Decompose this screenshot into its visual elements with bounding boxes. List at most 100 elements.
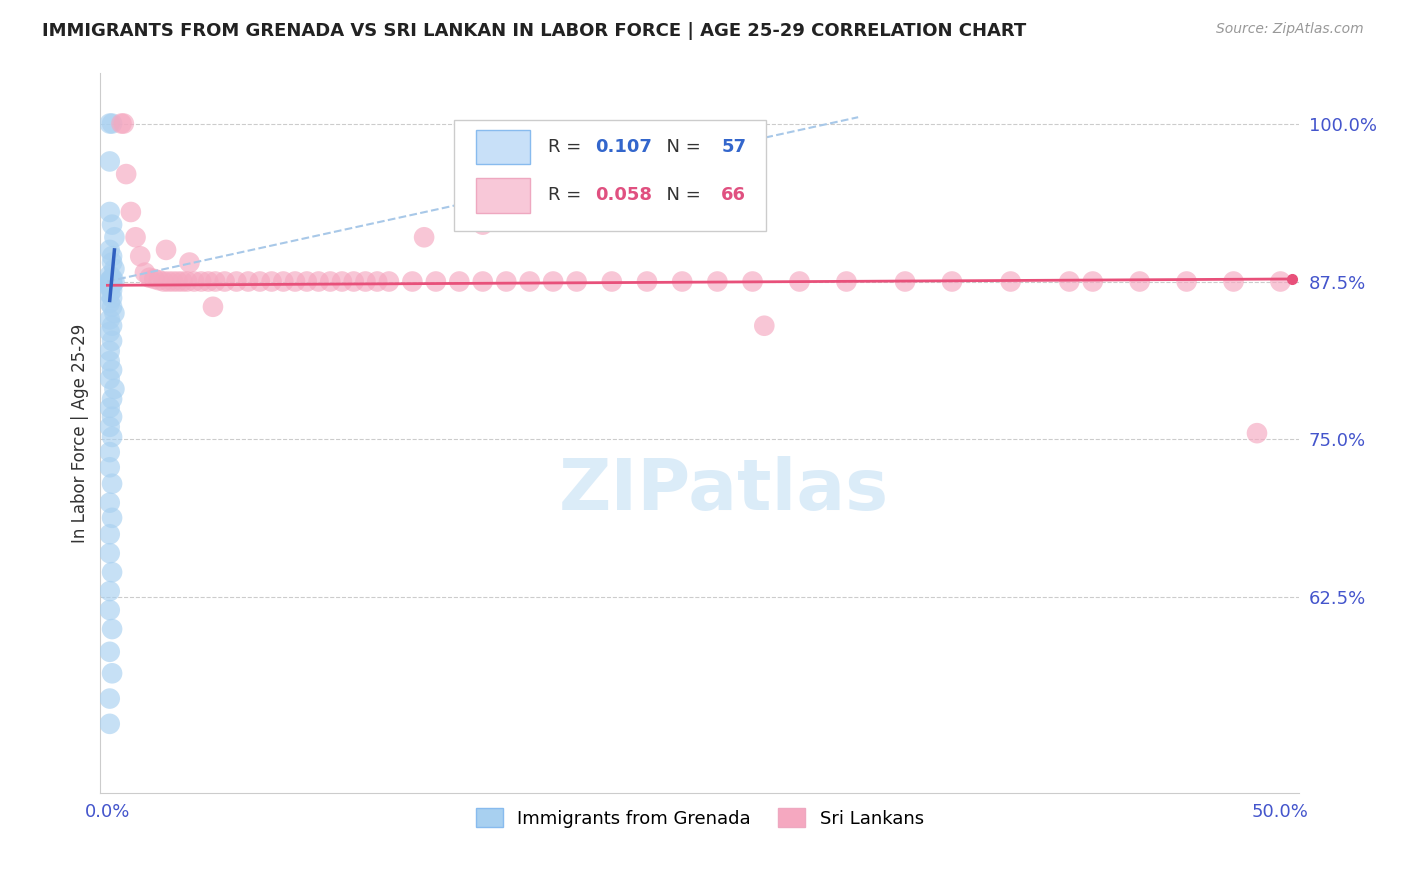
Point — [183, 275, 205, 289]
Point — [101, 476, 124, 491]
Point — [541, 275, 564, 289]
Point — [172, 275, 194, 289]
Point — [129, 249, 152, 263]
Point — [155, 243, 177, 257]
Text: 66: 66 — [721, 186, 747, 204]
Point — [98, 460, 121, 475]
Point — [98, 312, 121, 326]
Point — [1246, 426, 1268, 441]
Point — [101, 334, 124, 348]
Point — [101, 275, 124, 289]
Point — [1175, 275, 1198, 289]
Point — [214, 275, 236, 289]
Point — [101, 300, 124, 314]
Legend: Immigrants from Grenada, Sri Lankans: Immigrants from Grenada, Sri Lankans — [468, 801, 931, 835]
Point — [98, 546, 121, 560]
Point — [162, 275, 184, 289]
Point — [378, 275, 401, 289]
Point — [179, 255, 201, 269]
Point — [157, 275, 180, 289]
Point — [98, 154, 121, 169]
Text: N =: N = — [655, 138, 707, 156]
Point — [308, 275, 330, 289]
Point — [110, 116, 132, 130]
Point — [519, 275, 541, 289]
Text: N =: N = — [655, 186, 707, 204]
Point — [98, 268, 121, 283]
Point — [98, 277, 121, 291]
Point — [98, 401, 121, 415]
Text: R =: R = — [547, 186, 586, 204]
Point — [425, 275, 447, 289]
Point — [1059, 275, 1081, 289]
Point — [101, 565, 124, 579]
Point — [1081, 275, 1104, 289]
Point — [101, 409, 124, 424]
Point — [143, 272, 166, 286]
Point — [103, 382, 125, 396]
Point — [98, 716, 121, 731]
Point — [176, 275, 198, 289]
Point — [101, 249, 124, 263]
Text: ZIPatlas: ZIPatlas — [558, 457, 889, 525]
Point — [471, 218, 494, 232]
Point — [120, 205, 142, 219]
Point — [741, 275, 763, 289]
Point — [166, 275, 188, 289]
Point — [98, 275, 121, 289]
Point — [225, 275, 247, 289]
Point — [101, 218, 124, 232]
Point — [98, 527, 121, 541]
Point — [98, 281, 121, 295]
Point — [112, 116, 135, 130]
Point — [101, 511, 124, 525]
Point — [101, 276, 124, 290]
Point — [671, 275, 693, 289]
Point — [98, 584, 121, 599]
Point — [138, 270, 160, 285]
Point — [1222, 275, 1244, 289]
FancyBboxPatch shape — [475, 130, 530, 164]
Point — [366, 275, 388, 289]
FancyBboxPatch shape — [454, 120, 766, 231]
Point — [789, 275, 811, 289]
Text: 57: 57 — [721, 138, 747, 156]
Point — [1129, 275, 1152, 289]
Text: 0.107: 0.107 — [596, 138, 652, 156]
Point — [354, 275, 377, 289]
Point — [98, 645, 121, 659]
Point — [941, 275, 963, 289]
Point — [103, 230, 125, 244]
Point — [98, 603, 121, 617]
Point — [330, 275, 353, 289]
Point — [103, 261, 125, 276]
Text: 0.058: 0.058 — [596, 186, 652, 204]
Point — [98, 325, 121, 339]
Point — [98, 496, 121, 510]
FancyBboxPatch shape — [475, 178, 530, 212]
Point — [124, 230, 146, 244]
Point — [1270, 275, 1292, 289]
Point — [103, 306, 125, 320]
Point — [98, 287, 121, 301]
Point — [260, 275, 283, 289]
Point — [98, 691, 121, 706]
Point — [295, 275, 318, 289]
Point — [101, 363, 124, 377]
Point — [190, 275, 212, 289]
Point — [201, 300, 224, 314]
Point — [236, 275, 259, 289]
Point — [343, 275, 366, 289]
Text: Source: ZipAtlas.com: Source: ZipAtlas.com — [1216, 22, 1364, 37]
Point — [249, 275, 271, 289]
Point — [835, 275, 858, 289]
Point — [471, 275, 494, 289]
Point — [449, 275, 471, 289]
Point — [98, 296, 121, 310]
Point — [706, 275, 728, 289]
Point — [98, 205, 121, 219]
Point — [197, 275, 219, 289]
Point — [152, 275, 174, 289]
Point — [413, 230, 436, 244]
Point — [101, 270, 124, 285]
